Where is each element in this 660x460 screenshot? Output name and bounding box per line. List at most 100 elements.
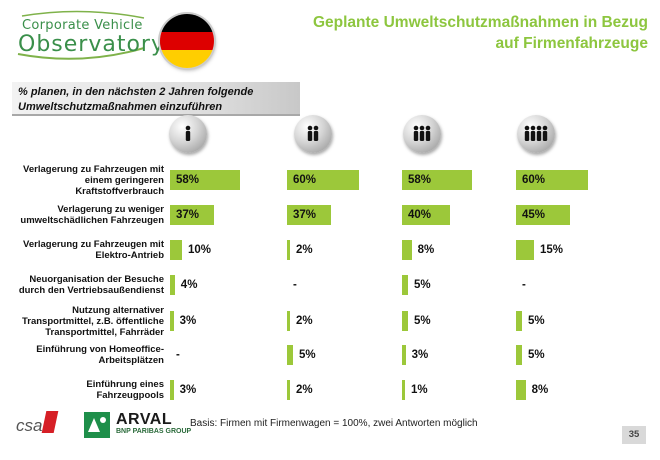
bar [287,311,290,331]
germany-flag-icon [160,14,214,68]
data-label: 15% [540,244,564,256]
basis-footnote: Basis: Firmen mit Firmenwagen = 100%, zw… [190,418,478,429]
category-label-line: Verlagerung zu weniger [57,204,164,215]
data-label: 45% [522,209,546,221]
bar [287,205,332,225]
bar [170,380,174,400]
bar [516,311,522,331]
arval-logo-text: ARVAL [116,411,173,428]
bar [402,240,412,260]
flag-stripe-gold [160,50,214,68]
category-label-line: Transportmittel, z.B. öffentliche [22,316,164,327]
data-label: 4% [180,279,198,291]
category-label: Nutzung alternativer Transportmittel, z.B… [4,305,164,338]
category-label-line: Arbeitsplätzen [98,355,164,366]
page-title: Geplante Umweltschutzmaßnahmen in Bezug … [268,12,648,54]
data-label: 60% [293,174,317,186]
cvo-logo: Corporate Vehicle Observatory [12,8,164,64]
chart-subtitle-line2: Umweltschutzmaßnahmen einzuführen [18,101,223,113]
data-label: 1% [411,384,428,396]
data-label: 3% [179,315,197,327]
bar [170,170,240,190]
data-label: 5% [414,315,431,327]
category-label-line: Neuorganisation der Besuche [29,274,164,285]
data-label: 2% [296,315,313,327]
bar [287,170,359,190]
category-label-line: Kraftstoffverbrauch [75,186,164,197]
arval-logo-icon [84,412,110,438]
category-label-line: umweltschädlichen Fahrzeugen [20,215,164,226]
page-title-line1: Geplante Umweltschutzmaßnahmen in Bezug [312,14,648,31]
logo-swoosh-icon [17,10,145,60]
bar [170,311,174,331]
data-label: 60% [522,174,546,186]
bar [170,275,175,295]
category-label: Verlagerung zu Fahrzeugen mit einem gerin… [4,164,164,197]
data-label: 8% [417,244,435,256]
bar [402,170,472,190]
bar [516,240,534,260]
person-3-icon [403,115,441,153]
data-label: 5% [528,315,545,327]
bar [516,345,522,365]
page-number: 35 [622,426,646,444]
category-label: Verlagerung zu weniger umweltschädlichen … [4,204,164,226]
category-label-line: Einführung von Homeoffice- [36,344,164,355]
data-label: 5% [414,279,431,291]
flag-stripe-red [160,32,214,50]
bar [402,275,408,295]
data-label: 37% [176,209,200,221]
flag-stripe-black [160,14,214,32]
data-label: 2% [296,384,313,396]
data-label: 37% [293,209,317,221]
data-label: 58% [408,174,432,186]
logo-text-line1: Corporate Vehicle [22,18,143,33]
person-1-icon [169,115,207,153]
person-4-icon [517,115,555,153]
bar [402,311,408,331]
csa-logo: csa [16,416,43,435]
category-label-line: Einführung eines [86,379,164,390]
category-label: Verlagerung zu Fahrzeugen mit Elektro-Ant… [4,239,164,261]
bar [170,205,215,225]
category-label-line: Nutzung alternativer [72,305,164,316]
category-label-line: Verlagerung zu Fahrzeugen mit [23,164,164,175]
page-title-line2: auf Firmenfahrzeuge [495,35,648,52]
bnp-paribas-text: BNP PARIBAS GROUP [116,428,192,435]
bar [287,380,290,400]
csa-logo-mark-icon [41,411,59,433]
data-label: 2% [296,244,313,256]
bar [516,380,526,400]
chart-subtitle-line1: % planen, in den nächsten 2 Jahren folge… [18,86,254,98]
category-label-line: Transportmittel, Fahrräder [45,327,164,338]
category-label-line: Fahrzeugpools [96,390,164,401]
data-label: - [522,279,526,291]
data-label: 10% [188,244,212,256]
category-label: Einführung eines Fahrzeugpools [4,379,164,401]
bar [402,380,405,400]
category-label-line: Elektro-Antrieb [95,250,164,261]
data-label: 58% [176,174,200,186]
chart-subtitle: % planen, in den nächsten 2 Jahren folge… [12,82,300,116]
person-2-icon [294,115,332,153]
bar [287,345,293,365]
bar [170,240,182,260]
category-label-line: einem geringeren [84,175,164,186]
bar [516,170,588,190]
category-label-line: Verlagerung zu Fahrzeugen mit [23,239,164,250]
data-label: 40% [408,209,432,221]
data-label: 3% [179,384,197,396]
data-label: 5% [528,349,545,361]
bar [287,240,290,260]
category-label: Neuorganisation der Besuche durch den Ver… [4,274,164,296]
logo-text-line2: Observatory [18,32,165,57]
category-label-line: durch den Vertriebsaußendienst [18,285,164,296]
data-label: - [176,349,180,361]
bar [516,205,570,225]
data-label: 8% [531,384,549,396]
bar [402,205,450,225]
category-label: Einführung von Homeoffice- Arbeitsplätzen [4,344,164,366]
bar [402,345,406,365]
data-label: 5% [299,349,316,361]
data-label: - [293,279,297,291]
